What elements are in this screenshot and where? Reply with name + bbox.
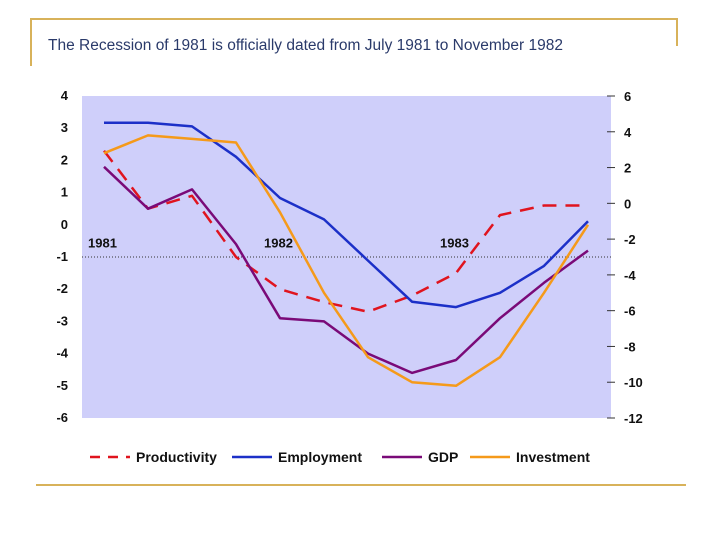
frame-top-border — [30, 18, 678, 20]
right-tick-label: -6 — [624, 304, 636, 319]
series-lines — [103, 121, 590, 388]
legend-label-gdp: GDP — [428, 449, 458, 465]
left-tick-label: 3 — [61, 120, 68, 135]
series-line-productivity — [103, 149, 588, 313]
year-label-1983: 1983 — [440, 235, 469, 250]
legend-label-productivity: Productivity — [136, 449, 217, 465]
left-tick-label: -5 — [56, 378, 68, 393]
left-tick-label: 0 — [61, 217, 68, 232]
series-line-employment — [104, 121, 589, 309]
slide-title: The Recession of 1981 is officially date… — [48, 37, 563, 54]
left-tick-label: -1 — [56, 249, 68, 264]
right-tick-label: 0 — [624, 196, 631, 211]
legend-label-employment: Employment — [278, 449, 362, 465]
left-tick-label: 4 — [61, 88, 69, 103]
right-tick-label: 2 — [624, 161, 631, 176]
right-tick-label: -8 — [624, 339, 636, 354]
right-tick-label: -12 — [624, 411, 643, 426]
frame-left-border — [30, 18, 32, 66]
frame-bottom-border — [36, 484, 686, 486]
right-axis-ticks: 6 4 2 0 -2 -4 -6 -8 -10 -12 — [607, 89, 643, 426]
left-tick-label: 2 — [61, 152, 68, 167]
right-tick-label: 6 — [624, 89, 631, 104]
year-labels: 1981 1982 1983 — [88, 235, 469, 250]
series-line-investment — [103, 134, 590, 388]
left-tick-label: 1 — [61, 185, 68, 200]
year-label-1981: 1981 — [88, 235, 117, 250]
right-tick-label: -2 — [624, 232, 636, 247]
left-tick-label: -4 — [56, 346, 68, 361]
right-tick-label: -4 — [624, 268, 636, 283]
year-label-1982: 1982 — [264, 235, 293, 250]
left-tick-label: -6 — [56, 410, 68, 425]
left-tick-label: -2 — [56, 281, 68, 296]
legend-label-investment: Investment — [516, 449, 590, 465]
right-tick-label: 4 — [624, 125, 632, 140]
left-tick-label: -3 — [56, 313, 68, 328]
frame-right-border — [676, 18, 678, 46]
left-axis-ticks: 4 3 2 1 0 -1 -2 -3 -4 -5 -6 — [56, 88, 68, 425]
right-tick-label: -10 — [624, 375, 643, 390]
series-line-gdp — [103, 165, 589, 375]
legend: Productivity Employment GDP Investment — [90, 449, 590, 465]
